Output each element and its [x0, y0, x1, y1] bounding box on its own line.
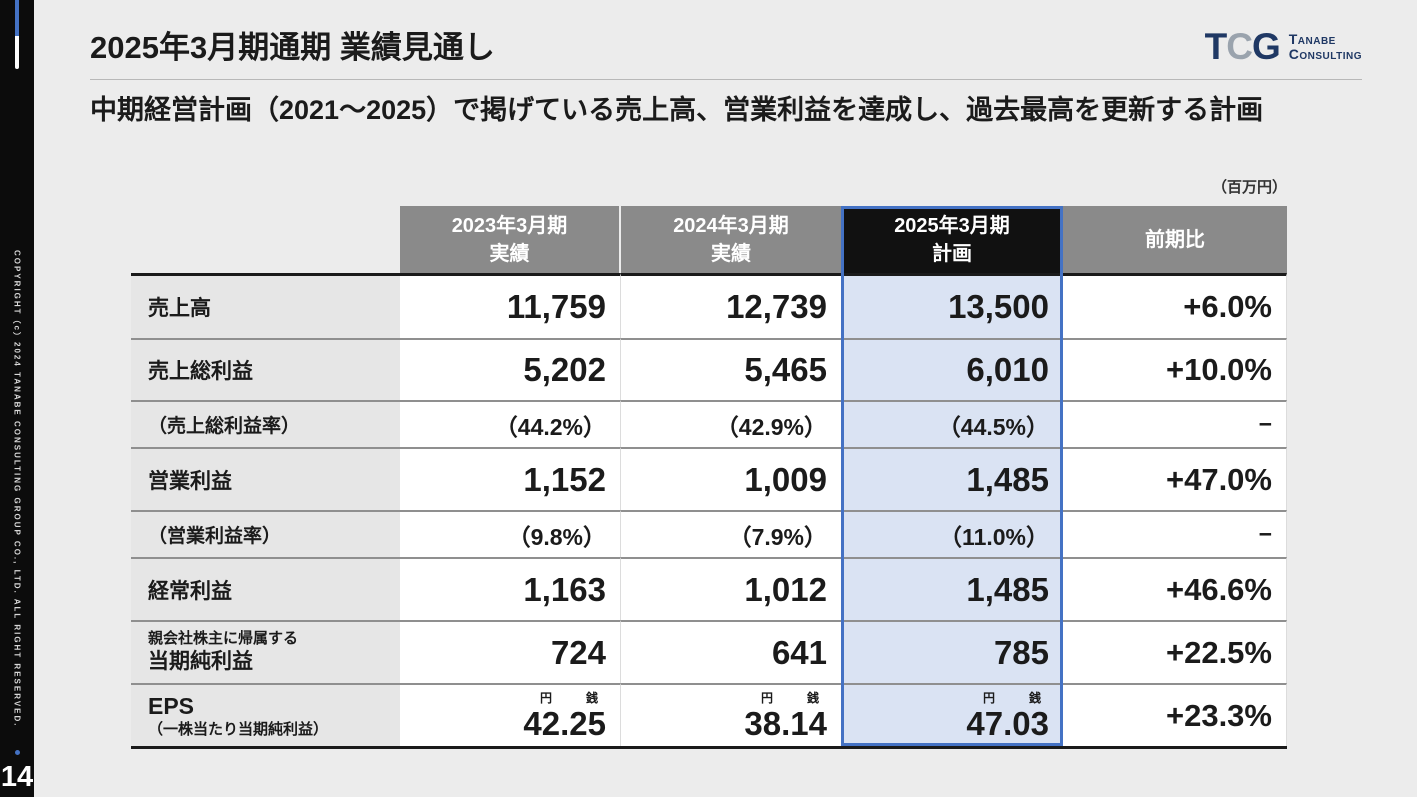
table-corner-cell: [131, 206, 400, 273]
page-number-dot: [15, 750, 20, 755]
value-2023: 1,163: [400, 557, 621, 620]
value-yoy: −: [1063, 400, 1287, 447]
value-2024: （7.9%）: [621, 510, 841, 557]
row-label-net-sales: 売上高: [131, 273, 400, 338]
page-number: 14: [0, 761, 34, 793]
value-2024: 円銭 38.14: [621, 683, 841, 746]
tcg-logo-mark: TCG: [1204, 26, 1281, 67]
value-2025-plan: 1,485: [841, 447, 1063, 510]
tcg-logo: TCG Tanabe Consulting: [1205, 28, 1362, 65]
yen-sen-unit: 円銭: [982, 690, 1041, 705]
value-2024: 1,012: [621, 557, 841, 620]
row-label-ordinary-profit: 経常利益: [131, 557, 400, 620]
financial-table: 2023年3月期 実績 2024年3月期 実績 2025年3月期 計画 前期比 売上高…: [131, 206, 1287, 749]
row-label-operating-profit: 営業利益: [131, 447, 400, 510]
column-header-2025-plan: 2025年3月期 計画: [841, 206, 1063, 273]
yen-sen-unit: 円銭: [539, 690, 598, 705]
value-yoy: +46.6%: [1063, 557, 1287, 620]
title-divider: [90, 79, 1362, 80]
value-2025-plan: 785: [841, 620, 1063, 683]
column-header-2024: 2024年3月期 実績: [621, 206, 841, 273]
row-label-operating-margin: （営業利益率）: [131, 510, 400, 557]
value-yoy: −: [1063, 510, 1287, 557]
value-2024: 12,739: [621, 273, 841, 338]
value-yoy: +10.0%: [1063, 338, 1287, 400]
value-yoy: +23.3%: [1063, 683, 1287, 746]
value-2024: （42.9%）: [621, 400, 841, 447]
sidebar-accent-white-bar: [15, 36, 19, 69]
value-2023: （9.8%）: [400, 510, 621, 557]
value-2025-plan: 1,485: [841, 557, 1063, 620]
page-title: 2025年3月期通期 業績見通し: [90, 30, 495, 65]
value-2023: 724: [400, 620, 621, 683]
sidebar: COPYRIGHT（c）2024 TANABE CONSULTING GROUP…: [0, 0, 34, 797]
value-yoy: +22.5%: [1063, 620, 1287, 683]
row-label-net-income: 親会社株主に帰属する 当期純利益: [131, 620, 400, 683]
sidebar-accent-blue-bar: [15, 0, 19, 36]
value-2023: 1,152: [400, 447, 621, 510]
value-2024: 641: [621, 620, 841, 683]
value-2023: 円銭 42.25: [400, 683, 621, 746]
yen-sen-unit: 円銭: [760, 690, 819, 705]
column-header-2023: 2023年3月期 実績: [400, 206, 621, 273]
value-2023: 5,202: [400, 338, 621, 400]
row-label-gross-profit: 売上総利益: [131, 338, 400, 400]
value-2024: 5,465: [621, 338, 841, 400]
value-2024: 1,009: [621, 447, 841, 510]
copyright-text: COPYRIGHT（c）2024 TANABE CONSULTING GROUP…: [12, 250, 22, 728]
value-2023: （44.2%）: [400, 400, 621, 447]
value-2025-plan: 13,500: [841, 273, 1063, 338]
row-label-eps: EPS （一株当たり当期純利益）: [131, 683, 400, 746]
value-2025-plan: （44.5%）: [841, 400, 1063, 447]
value-yoy: +6.0%: [1063, 273, 1287, 338]
value-2025-plan: 円銭 47.03: [841, 683, 1063, 746]
unit-note: （百万円）: [1211, 179, 1287, 196]
value-2023: 11,759: [400, 273, 621, 338]
value-2025-plan: （11.0%）: [841, 510, 1063, 557]
row-label-gross-margin: （売上総利益率）: [131, 400, 400, 447]
page-subtitle: 中期経営計画（2021～2025）で掲げている売上高、営業利益を達成し、過去最高…: [90, 95, 1264, 125]
value-yoy: +47.0%: [1063, 447, 1287, 510]
column-header-yoy: 前期比: [1063, 206, 1287, 273]
value-2025-plan: 6,010: [841, 338, 1063, 400]
tcg-logo-text: Tanabe Consulting: [1288, 30, 1362, 62]
